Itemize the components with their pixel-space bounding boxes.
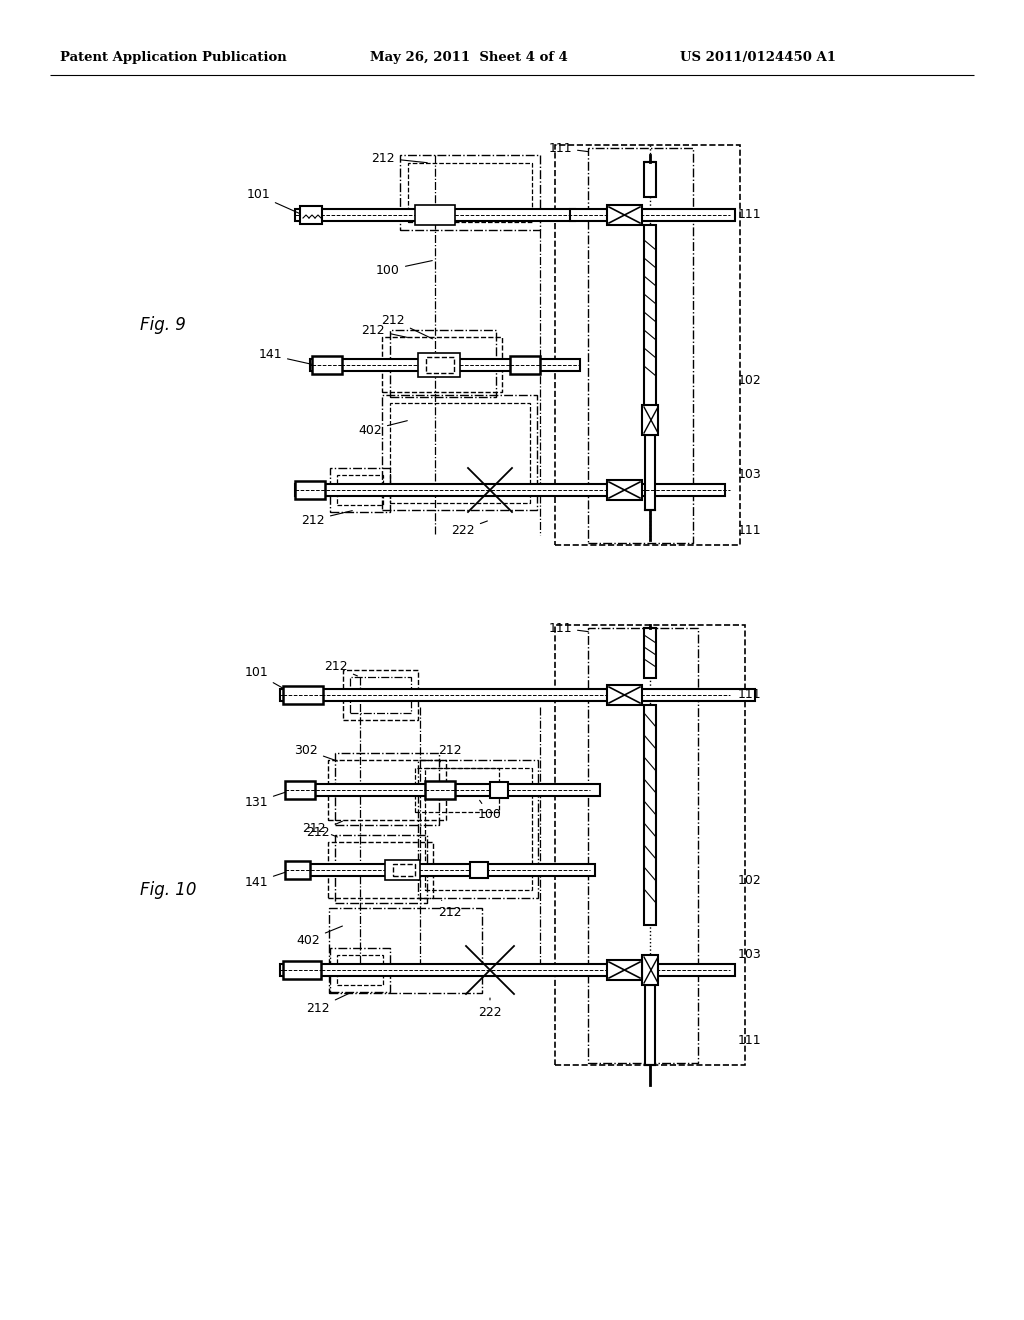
Bar xyxy=(425,781,455,799)
Text: 141: 141 xyxy=(258,348,312,364)
Text: 302: 302 xyxy=(294,743,337,762)
Text: 111: 111 xyxy=(738,209,762,222)
Text: 131: 131 xyxy=(245,791,290,808)
Bar xyxy=(644,162,656,197)
Bar xyxy=(343,671,418,719)
Bar xyxy=(642,405,658,436)
Bar xyxy=(588,148,693,543)
Bar xyxy=(607,960,642,979)
Bar xyxy=(337,475,383,506)
Text: 111: 111 xyxy=(738,1034,762,1047)
Bar xyxy=(390,403,530,503)
Text: 212: 212 xyxy=(381,314,432,339)
Bar xyxy=(644,628,656,678)
Text: 212: 212 xyxy=(301,511,352,527)
Bar xyxy=(300,206,322,224)
Text: US 2011/0124450 A1: US 2011/0124450 A1 xyxy=(680,51,836,65)
Bar xyxy=(645,985,655,1065)
Bar xyxy=(295,209,575,220)
Text: 111: 111 xyxy=(549,622,588,635)
Text: Fig. 10: Fig. 10 xyxy=(140,880,197,899)
Bar xyxy=(328,842,433,898)
Text: 222: 222 xyxy=(452,521,487,536)
Bar xyxy=(644,705,656,925)
Bar xyxy=(283,961,321,979)
Bar xyxy=(393,865,415,876)
Bar xyxy=(415,205,455,224)
Bar xyxy=(330,948,390,993)
Bar xyxy=(290,865,595,876)
Text: 212: 212 xyxy=(438,743,462,762)
Bar xyxy=(280,964,735,975)
Bar xyxy=(328,760,446,820)
Text: 111: 111 xyxy=(738,524,762,536)
Bar xyxy=(425,768,532,890)
Bar xyxy=(470,862,488,878)
Text: 212: 212 xyxy=(361,323,408,338)
Bar xyxy=(283,686,323,704)
Text: 222: 222 xyxy=(478,998,502,1019)
Bar xyxy=(385,861,420,880)
Bar xyxy=(312,356,342,374)
Text: 100: 100 xyxy=(376,260,432,276)
Text: 102: 102 xyxy=(738,374,762,387)
Bar xyxy=(310,359,580,371)
Text: 212: 212 xyxy=(372,152,427,165)
Text: 212: 212 xyxy=(306,993,349,1015)
Bar xyxy=(335,836,427,903)
Text: 101: 101 xyxy=(245,667,293,693)
Text: 100: 100 xyxy=(478,800,502,821)
Bar xyxy=(337,954,383,985)
Bar xyxy=(415,768,499,812)
Bar xyxy=(295,480,325,499)
Bar xyxy=(390,330,496,397)
Text: 103: 103 xyxy=(738,469,762,482)
Bar xyxy=(382,395,537,510)
Bar xyxy=(644,224,656,425)
Bar xyxy=(418,352,460,378)
Text: 111: 111 xyxy=(738,689,762,701)
Text: 111: 111 xyxy=(549,141,588,154)
Bar xyxy=(555,624,745,1065)
Text: 212: 212 xyxy=(438,900,462,919)
Bar xyxy=(350,677,411,713)
Bar xyxy=(642,954,658,985)
Bar xyxy=(607,480,642,500)
Bar xyxy=(280,689,755,701)
Text: 212: 212 xyxy=(306,821,342,838)
Bar xyxy=(408,162,532,222)
Bar xyxy=(555,145,740,545)
Text: 402: 402 xyxy=(296,927,342,946)
Bar xyxy=(418,760,538,898)
Text: 212: 212 xyxy=(302,821,337,837)
Text: 103: 103 xyxy=(738,949,762,961)
Bar xyxy=(335,752,439,825)
Bar xyxy=(607,685,642,705)
Bar xyxy=(382,337,502,392)
Bar xyxy=(426,356,454,374)
Text: May 26, 2011  Sheet 4 of 4: May 26, 2011 Sheet 4 of 4 xyxy=(370,51,568,65)
Bar xyxy=(607,205,642,224)
Bar xyxy=(290,784,600,796)
Text: 102: 102 xyxy=(738,874,762,887)
Text: 101: 101 xyxy=(246,189,300,214)
Text: 402: 402 xyxy=(358,421,408,437)
Text: Patent Application Publication: Patent Application Publication xyxy=(60,51,287,65)
Bar xyxy=(645,436,655,510)
Bar xyxy=(330,469,390,512)
Bar xyxy=(570,209,735,220)
Bar xyxy=(329,908,482,993)
Bar xyxy=(510,356,540,374)
Bar xyxy=(295,484,725,496)
Bar xyxy=(285,861,310,879)
Text: 141: 141 xyxy=(245,871,290,888)
Text: Fig. 9: Fig. 9 xyxy=(140,315,186,334)
Bar xyxy=(490,781,508,799)
Bar xyxy=(400,154,540,230)
Bar xyxy=(285,781,315,799)
Text: 212: 212 xyxy=(325,660,357,676)
Bar xyxy=(588,628,698,1063)
